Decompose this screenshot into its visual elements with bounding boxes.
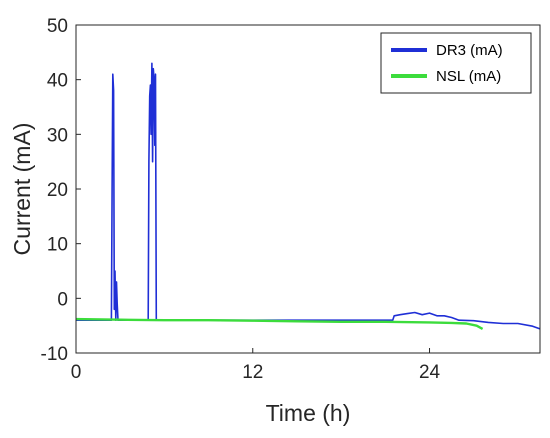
legend-box — [380, 32, 532, 94]
legend-label-dr3: DR3 (mA) — [436, 42, 503, 59]
y-axis-label: Current (mA) — [9, 123, 35, 256]
y-tick-label: 0 — [57, 289, 68, 310]
y-tick-label: 10 — [47, 235, 68, 256]
x-tick-label: 12 — [242, 362, 263, 383]
x-tick-label: 0 — [71, 362, 82, 383]
y-tick-label: 30 — [47, 125, 68, 146]
x-axis-label: Time (h) — [266, 400, 351, 426]
y-tick-label: -10 — [41, 344, 68, 365]
series-line-nsl — [75, 317, 484, 330]
y-tick-label: 40 — [47, 71, 68, 92]
y-tick-label: 20 — [47, 180, 68, 201]
y-tick-label: 50 — [47, 16, 68, 37]
legend-label-nsl: NSL (mA) — [436, 68, 501, 85]
legend: DR3 (mA) NSL (mA) — [380, 32, 532, 94]
series-layer — [75, 62, 541, 330]
x-tick-label: 24 — [419, 362, 441, 383]
